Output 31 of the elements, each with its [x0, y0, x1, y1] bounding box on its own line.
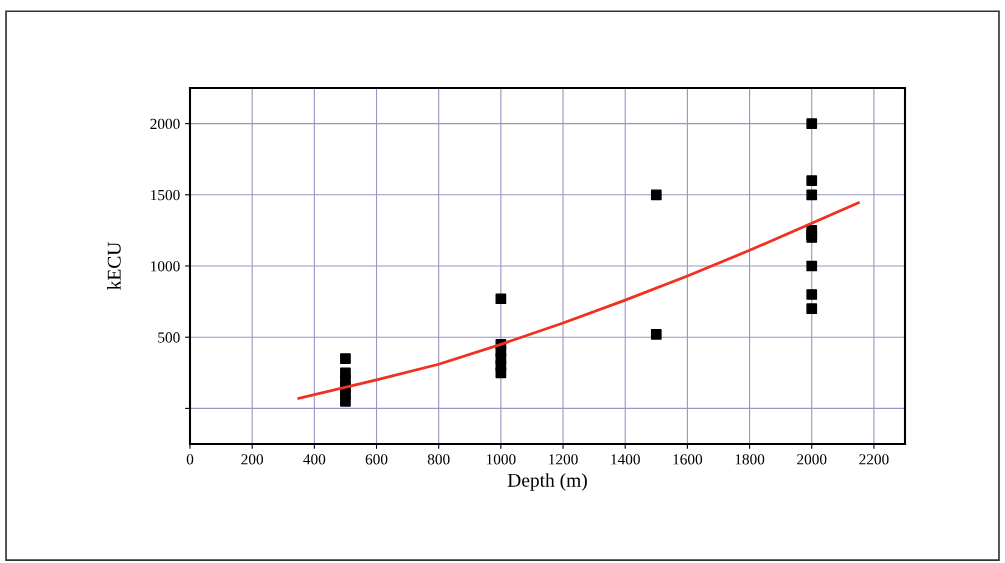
point [650, 189, 662, 201]
y-tick-label: 1000 [151, 261, 180, 272]
x-tick-label: 2000 [797, 454, 827, 465]
x-tick-label: 1400 [611, 454, 640, 465]
point [340, 353, 351, 364]
y-tick-label: 1500 [151, 189, 180, 201]
point [340, 395, 351, 407]
point [806, 189, 818, 201]
point [806, 118, 818, 129]
point [650, 328, 662, 340]
x-tick-label: 600 [365, 454, 388, 465]
x-tick-label: 400 [303, 454, 326, 465]
y-tick-label: 500 [158, 332, 180, 343]
x-tick-label: 1800 [735, 454, 765, 465]
x-tick-label: 1000 [486, 454, 516, 465]
x-tick-label: 800 [427, 454, 450, 465]
point [806, 289, 818, 300]
x-tick-label: 0 [186, 454, 194, 465]
point [806, 303, 818, 315]
y-axis-title: kECU [107, 242, 121, 290]
x-tick-label: 1600 [673, 454, 703, 465]
point [806, 260, 818, 272]
point [806, 175, 818, 186]
x-tick-label: 1200 [549, 454, 578, 465]
x-axis-title: Depth (m) [507, 473, 587, 491]
point [495, 293, 507, 305]
line-series [297, 201, 860, 400]
x-tick-label: 200 [241, 454, 264, 465]
point [495, 367, 507, 379]
y-tick-label: 2000 [150, 118, 180, 130]
x-tick-label: 2200 [859, 454, 889, 465]
